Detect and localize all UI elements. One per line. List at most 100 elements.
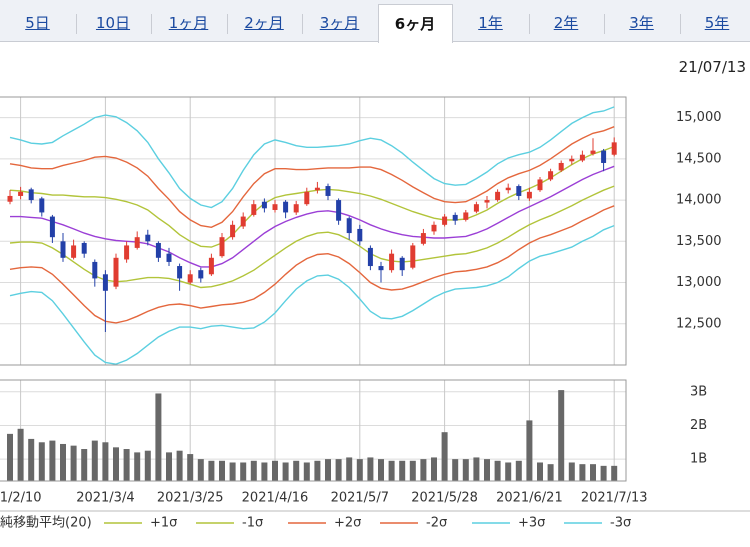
candle-body — [198, 270, 204, 279]
y-tick-label: 13,500 — [676, 234, 722, 249]
candle-body — [526, 191, 532, 199]
candle-body — [60, 241, 66, 258]
volume-bar — [49, 440, 56, 481]
volume-bar — [452, 459, 459, 481]
candle-body — [102, 274, 108, 291]
candle-body — [367, 247, 373, 267]
volume-bar — [155, 393, 162, 481]
candle-body — [251, 204, 257, 215]
candle-body — [463, 212, 469, 220]
candle-body — [304, 191, 310, 205]
candle-body — [378, 266, 384, 271]
volume-bar — [28, 438, 35, 481]
volume-bar — [134, 452, 141, 481]
volume-bar — [7, 433, 13, 481]
period-tab[interactable]: 1年 — [478, 14, 503, 32]
volume-bar — [144, 450, 151, 481]
candle-body — [71, 245, 77, 258]
volume-bar — [70, 445, 77, 481]
volume-bar — [611, 465, 618, 481]
tab-separator — [75, 14, 77, 34]
volume-bar — [166, 452, 172, 481]
volume-bar — [187, 454, 194, 481]
candle-body — [336, 200, 342, 221]
volume-bar — [473, 457, 480, 481]
candle-body — [314, 187, 320, 191]
legend-label: +3σ — [518, 516, 545, 531]
period-tab[interactable]: 3ヶ月 — [319, 14, 360, 32]
candle-body — [49, 216, 55, 238]
volume-bar — [484, 459, 490, 481]
volume-bar — [325, 459, 331, 481]
tab-separator — [226, 14, 228, 34]
volume-bar — [293, 460, 300, 481]
candle-body — [410, 245, 416, 268]
band-line — [9, 106, 615, 209]
volume-bar — [462, 459, 469, 481]
tab-separator — [151, 14, 152, 34]
period-tab[interactable]: 10日 — [95, 14, 131, 32]
volume-bar — [547, 464, 554, 481]
candle-body — [283, 201, 289, 213]
volume-bar — [409, 460, 416, 481]
candle-body — [145, 234, 151, 242]
candle-body — [293, 204, 299, 213]
volume-bar — [81, 449, 88, 481]
y-tick-label: 12,500 — [676, 316, 722, 331]
band-line — [9, 185, 615, 289]
candle-body — [495, 191, 501, 201]
period-tab[interactable]: 1ヶ月 — [168, 14, 209, 32]
tab-separator — [528, 14, 530, 34]
date-label: 21/07/13 — [678, 58, 746, 76]
candle-body — [177, 266, 183, 279]
candle-body — [134, 237, 140, 248]
tab-separator — [679, 14, 681, 34]
band-line — [9, 205, 615, 324]
candle-body — [590, 150, 596, 154]
candle-body — [346, 218, 352, 234]
volume-bar — [558, 390, 565, 481]
period-tab[interactable]: 3年 — [629, 14, 654, 32]
candle-body — [230, 224, 236, 238]
volume-bar — [537, 462, 543, 481]
volume-bar — [250, 460, 257, 481]
candle-body — [420, 233, 426, 244]
candle-body — [516, 186, 522, 196]
candle-body — [39, 198, 45, 213]
tab-separator — [302, 14, 303, 34]
period-tab[interactable]: 2ヶ月 — [244, 14, 284, 32]
candle-body — [155, 242, 161, 258]
volume-bar — [579, 464, 586, 481]
x-tick-label: 2021/3/25 — [157, 491, 224, 506]
x-tick-label: 2021/7/13 — [581, 491, 648, 506]
volume-bar — [102, 442, 109, 481]
y-tick-label: 2B — [690, 418, 707, 433]
y-tick-label: 13,000 — [676, 275, 722, 290]
period-tab[interactable]: 5年 — [704, 14, 730, 32]
legend-label: +1σ — [150, 516, 177, 531]
candle-body — [548, 171, 554, 180]
volume-bar — [346, 457, 353, 481]
legend-label: -3σ — [610, 516, 631, 531]
volume-bar — [282, 462, 289, 481]
candle-body — [357, 228, 363, 242]
volume-bar — [388, 460, 395, 481]
period-tab[interactable]: 5日 — [25, 14, 50, 32]
x-tick-label: 2021/5/28 — [411, 491, 478, 506]
legend-label: +2σ — [334, 516, 361, 531]
volume-bar — [515, 460, 522, 481]
legend-label: -1σ — [242, 516, 263, 531]
plot-frame — [0, 96, 627, 366]
y-tick-label: 14,000 — [676, 193, 722, 208]
volume-bar — [494, 460, 501, 481]
volume-bar — [367, 457, 374, 481]
period-tabs: 5日 10日 1ヶ月 2ヶ月 3ヶ月 6ヶ月 1年 2年 3年 5年 — [0, 0, 750, 43]
candle-body — [113, 257, 119, 287]
period-tab[interactable]: 6ヶ月 — [377, 4, 453, 43]
volume-bar — [208, 460, 215, 481]
period-tab[interactable]: 2年 — [553, 14, 579, 32]
x-tick-label: 2021/6/21 — [496, 491, 563, 506]
candle-body — [473, 204, 479, 212]
candle-body — [399, 257, 405, 271]
volume-bar — [505, 462, 512, 481]
